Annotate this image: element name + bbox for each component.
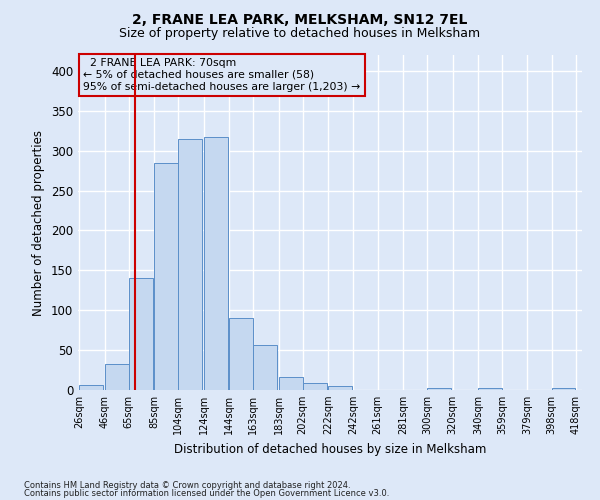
Text: Contains public sector information licensed under the Open Government Licence v3: Contains public sector information licen… xyxy=(24,489,389,498)
Text: 2 FRANE LEA PARK: 70sqm
← 5% of detached houses are smaller (58)
95% of semi-det: 2 FRANE LEA PARK: 70sqm ← 5% of detached… xyxy=(83,58,360,92)
Bar xyxy=(279,377,302,390)
Text: Contains HM Land Registry data © Crown copyright and database right 2024.: Contains HM Land Registry data © Crown c… xyxy=(24,480,350,490)
Y-axis label: Number of detached properties: Number of detached properties xyxy=(32,130,46,316)
Bar xyxy=(178,138,202,390)
Bar xyxy=(303,383,326,390)
Bar xyxy=(204,137,227,390)
Bar xyxy=(129,278,153,390)
Bar xyxy=(154,162,178,390)
Bar xyxy=(478,388,502,390)
Text: 2, FRANE LEA PARK, MELKSHAM, SN12 7EL: 2, FRANE LEA PARK, MELKSHAM, SN12 7EL xyxy=(133,12,467,26)
Bar xyxy=(105,364,128,390)
Bar xyxy=(552,388,575,390)
Bar xyxy=(79,385,103,390)
Bar xyxy=(253,346,277,390)
Text: Size of property relative to detached houses in Melksham: Size of property relative to detached ho… xyxy=(119,28,481,40)
Bar xyxy=(328,386,352,390)
Bar xyxy=(229,318,253,390)
Bar xyxy=(427,388,451,390)
X-axis label: Distribution of detached houses by size in Melksham: Distribution of detached houses by size … xyxy=(174,442,486,456)
